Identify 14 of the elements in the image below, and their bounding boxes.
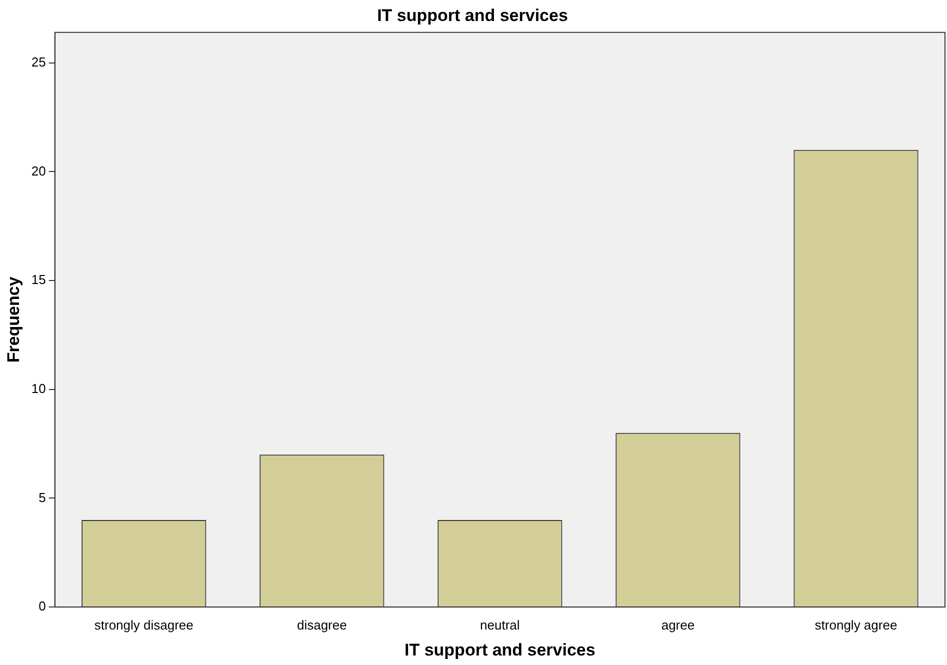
x-tick-label: strongly agree: [814, 617, 898, 632]
x-tick-label: agree: [661, 617, 695, 632]
x-tick-label: disagree: [296, 617, 347, 632]
y-tick-label: 10: [31, 380, 46, 396]
y-tick-label: 5: [38, 490, 46, 505]
y-axis-title: Frequency: [4, 276, 23, 363]
y-tick-label: 0: [38, 598, 46, 614]
y-tick-label: 20: [31, 163, 46, 178]
y-tick-label: 25: [31, 54, 46, 70]
chart-title: IT support and services: [377, 6, 568, 25]
y-tick-label: 15: [31, 272, 46, 288]
x-tick-label: strongly disagree: [94, 617, 194, 632]
x-tick-label: neutral: [480, 617, 520, 632]
x-axis-title: IT support and services: [404, 640, 596, 660]
